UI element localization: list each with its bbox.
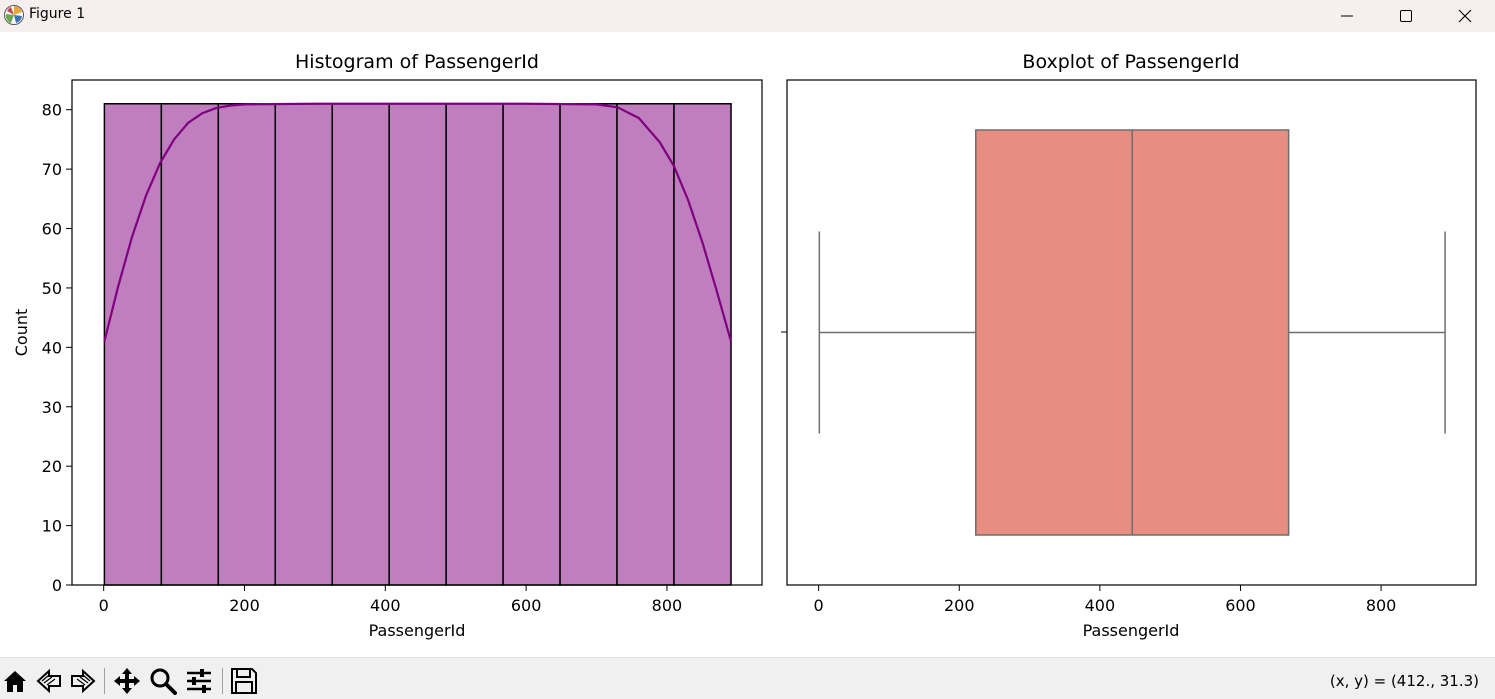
histogram-bar <box>103 103 163 586</box>
close-button[interactable] <box>1436 0 1494 32</box>
histogram-frame <box>71 79 763 586</box>
x-tick-label: 800 <box>1366 596 1397 615</box>
histogram-xlabel: PassengerId <box>369 621 466 640</box>
window-title: Figure 1 <box>29 6 86 22</box>
y-tick-label: 40 <box>42 338 62 357</box>
close-icon <box>1458 9 1472 23</box>
toolbar-separator <box>104 668 105 694</box>
zoom-button[interactable] <box>148 666 178 696</box>
histogram-bar <box>559 103 618 586</box>
x-tick-label: 0 <box>814 596 824 615</box>
maximize-button[interactable] <box>1377 0 1435 32</box>
histogram-bar <box>331 103 390 586</box>
y-tick-label: 50 <box>42 279 62 298</box>
zoom-icon <box>150 668 177 695</box>
boxplot-title: Boxplot of PassengerId <box>1022 51 1239 73</box>
back-button[interactable] <box>34 666 64 696</box>
histogram-bar <box>616 103 675 586</box>
figure-svg: Histogram of PassengerId 0 200 400 600 800 0… <box>12 51 1477 640</box>
x-tick-label: 400 <box>1085 596 1116 615</box>
y-tick-label: 20 <box>42 457 62 476</box>
maximize-icon <box>1400 10 1412 22</box>
kde-line <box>103 102 733 342</box>
navigation-toolbar: (x, y) = (412., 31.3) <box>0 657 1495 699</box>
x-tick-label: 200 <box>229 596 260 615</box>
y-tick-label: 60 <box>42 220 62 239</box>
minimize-button[interactable] <box>1318 0 1376 32</box>
histogram-bar <box>673 103 732 586</box>
configure-subplots-icon <box>187 669 211 693</box>
y-tick-label: 0 <box>52 576 62 595</box>
x-tick-label: 200 <box>944 596 975 615</box>
y-tick-label: 10 <box>42 517 62 536</box>
boxplot-xlabel: PassengerId <box>1083 621 1180 640</box>
back-icon <box>36 668 61 694</box>
histogram-y-ticks: 0 10 20 30 40 50 60 70 80 <box>42 101 72 595</box>
histogram-bar <box>502 103 561 586</box>
histogram-bar <box>217 103 277 586</box>
histogram-title: Histogram of PassengerId <box>295 51 539 73</box>
x-tick-label: 800 <box>652 596 683 615</box>
save-icon <box>231 668 257 694</box>
y-tick-label: 80 <box>42 101 62 120</box>
cursor-coordinates: (x, y) = (412., 31.3) <box>1329 672 1479 690</box>
save-button[interactable] <box>229 666 259 696</box>
window-titlebar: Figure 1 <box>0 0 1495 32</box>
histogram-bar <box>388 103 447 586</box>
histogram-bar <box>160 103 220 586</box>
pan-button[interactable] <box>112 666 142 696</box>
minimize-icon <box>1341 15 1353 17</box>
forward-icon <box>71 668 96 694</box>
x-tick-label: 600 <box>511 596 542 615</box>
home-icon <box>4 671 26 692</box>
boxplot-x-ticks: 0 200 400 600 800 <box>814 585 1397 615</box>
pan-icon <box>114 668 140 694</box>
boxplot-box <box>818 129 1446 536</box>
histogram-x-ticks: 0 200 400 600 800 <box>99 585 683 615</box>
x-tick-label: 0 <box>99 596 109 615</box>
x-tick-label: 600 <box>1225 596 1256 615</box>
y-tick-label: 30 <box>42 398 62 417</box>
boxplot-axes: Boxplot of PassengerId 0 200 400 600 800 Pas… <box>781 51 1477 640</box>
histogram-axes: Histogram of PassengerId 0 200 400 600 800 0… <box>12 51 763 640</box>
histogram-bars <box>103 103 732 586</box>
forward-button[interactable] <box>68 666 98 696</box>
histogram-bar <box>445 103 504 586</box>
x-tick-label: 400 <box>370 596 401 615</box>
home-button[interactable] <box>0 666 30 696</box>
y-tick-label: 70 <box>42 160 62 179</box>
toolbar-separator <box>222 668 223 694</box>
configure-subplots-button[interactable] <box>184 666 214 696</box>
histogram-ylabel: Count <box>12 309 31 357</box>
matplotlib-logo-icon <box>4 5 24 25</box>
figure-canvas[interactable]: Histogram of PassengerId 0 200 400 600 800 0… <box>0 32 1495 657</box>
histogram-bar <box>274 103 333 586</box>
kde-curve <box>103 102 733 342</box>
